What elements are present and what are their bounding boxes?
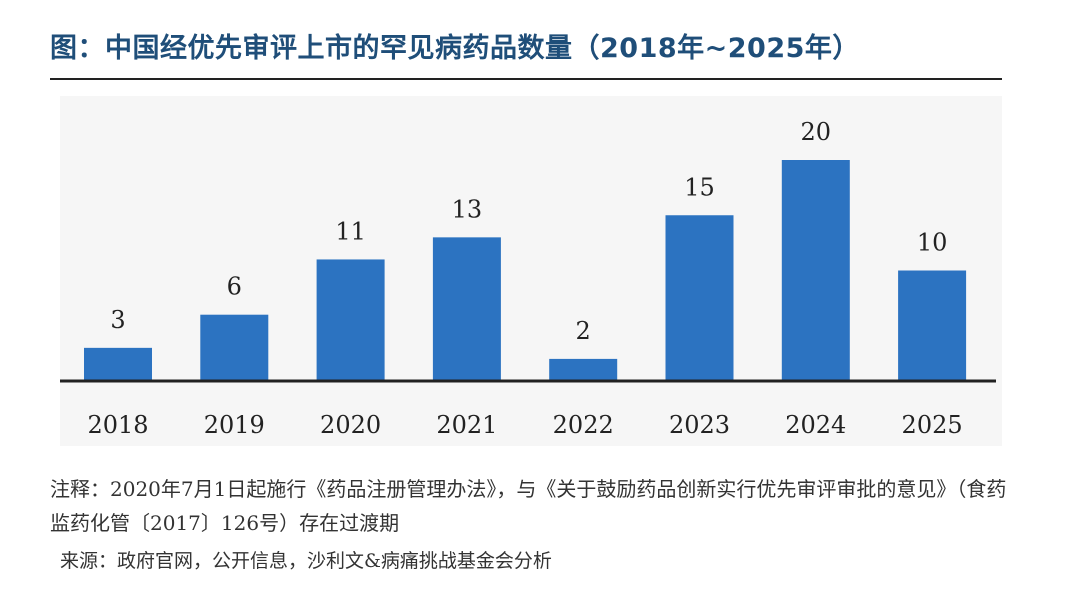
x-tick-2021: 2021 — [436, 411, 497, 439]
bar-2023 — [665, 215, 734, 381]
data-label-2021: 13 — [452, 195, 483, 223]
chart-panel: 3 2018 6 2019 11 2020 13 2021 2 2022 15 2023 20 2024 1… — [60, 96, 1002, 446]
x-tick-2022: 2022 — [553, 411, 614, 439]
chart-note: 注释：2020年7月1日起施行《药品注册管理办法》，与《关于鼓励药品创新实行优先… — [50, 477, 1007, 535]
bar-2024 — [781, 160, 850, 381]
chart-source: 来源：政府官网，公开信息，沙利文&病痛挑战基金会分析 — [60, 550, 552, 572]
x-tick-2023: 2023 — [669, 411, 730, 439]
data-label-2018: 3 — [110, 306, 125, 334]
bar-2018 — [84, 347, 152, 381]
data-label-2024: 20 — [801, 118, 832, 146]
data-label-2022: 2 — [576, 317, 591, 345]
data-label-2025: 10 — [917, 229, 948, 257]
bar-2022 — [549, 358, 618, 381]
bar-2021 — [432, 237, 501, 381]
x-tick-2018: 2018 — [87, 411, 148, 439]
bar-chart: 3 2018 6 2019 11 2020 13 2021 2 2022 15 2023 20 2024 1… — [60, 118, 996, 439]
data-label-2019: 6 — [227, 273, 242, 301]
bar-2019 — [200, 314, 269, 381]
data-label-2023: 15 — [684, 173, 715, 201]
bar-2020 — [316, 259, 385, 381]
bar-2025 — [898, 270, 967, 381]
title-divider — [50, 78, 1002, 80]
x-tick-2020: 2020 — [320, 411, 381, 439]
x-tick-2024: 2024 — [785, 411, 846, 439]
chart-title: 图：中国经优先审评上市的罕见病药品数量（2018年~2025年） — [50, 33, 860, 64]
x-tick-2019: 2019 — [204, 411, 265, 439]
data-label-2020: 11 — [335, 217, 366, 245]
x-tick-2025: 2025 — [902, 411, 963, 439]
